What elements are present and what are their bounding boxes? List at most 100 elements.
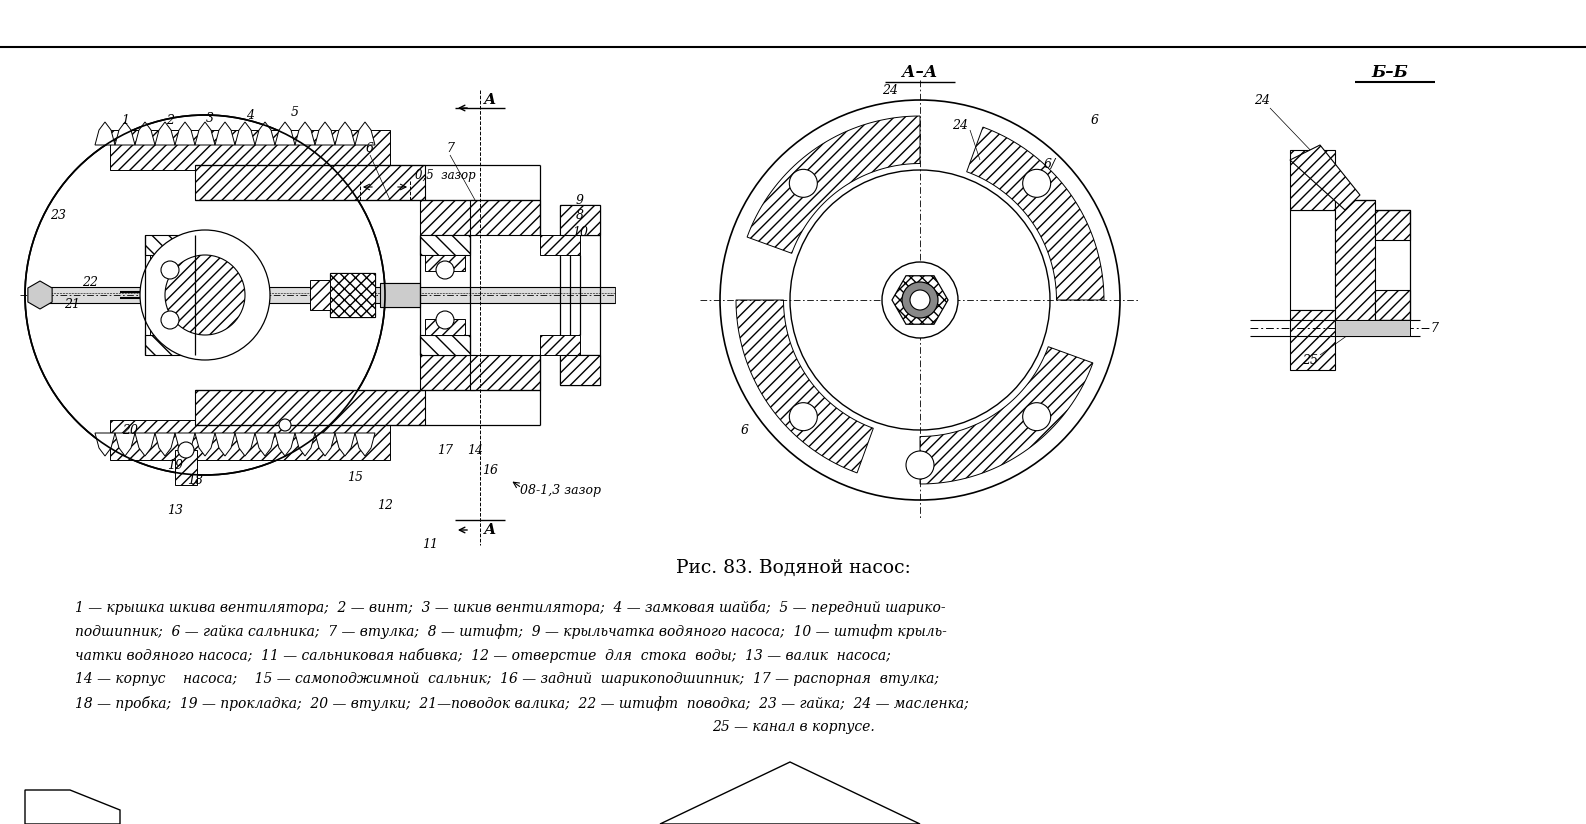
Bar <box>420 235 469 255</box>
Polygon shape <box>235 122 255 145</box>
Text: 24: 24 <box>952 119 967 132</box>
Polygon shape <box>235 433 255 456</box>
Text: 19: 19 <box>167 458 182 471</box>
Bar <box>1335 320 1410 336</box>
Polygon shape <box>274 122 295 145</box>
Text: 18: 18 <box>187 474 203 486</box>
Bar <box>469 200 539 235</box>
Text: 1: 1 <box>121 114 128 127</box>
Polygon shape <box>316 122 335 145</box>
Text: подшипник;  6 — гайка сальника;  7 — втулка;  8 — штифт;  9 — крыльчатка водяног: подшипник; 6 — гайка сальника; 7 — втулк… <box>75 624 947 639</box>
Text: 25 — канал в корпусе.: 25 — канал в корпусе. <box>712 720 874 734</box>
Circle shape <box>720 100 1120 500</box>
Text: 0,5  зазор: 0,5 зазор <box>416 168 476 181</box>
Polygon shape <box>274 433 295 456</box>
Circle shape <box>140 230 270 360</box>
Bar <box>560 205 600 235</box>
Polygon shape <box>295 122 316 145</box>
Text: 14: 14 <box>466 443 484 456</box>
Polygon shape <box>195 433 216 456</box>
Polygon shape <box>316 433 335 456</box>
Text: 13: 13 <box>167 503 182 517</box>
Bar <box>151 319 190 335</box>
Text: 25: 25 <box>1302 353 1318 367</box>
Bar <box>151 255 190 271</box>
Polygon shape <box>335 433 355 456</box>
Polygon shape <box>891 276 948 325</box>
Text: 6: 6 <box>1091 114 1099 127</box>
Text: 5: 5 <box>290 105 300 119</box>
Circle shape <box>790 403 817 431</box>
Circle shape <box>436 311 454 329</box>
Circle shape <box>1023 169 1050 197</box>
Text: 2: 2 <box>167 114 174 127</box>
Circle shape <box>910 290 929 310</box>
Circle shape <box>902 282 937 318</box>
Circle shape <box>790 169 817 197</box>
Text: 21: 21 <box>63 298 79 311</box>
Bar <box>560 355 600 385</box>
Circle shape <box>165 255 244 335</box>
Circle shape <box>436 261 454 279</box>
Polygon shape <box>155 122 174 145</box>
Bar <box>1289 210 1335 310</box>
Text: 17: 17 <box>438 443 454 456</box>
Text: чатки водяного насоса;  11 — сальниковая набивка;  12 — отверстие  для  стока  в: чатки водяного насоса; 11 — сальниковая … <box>75 648 891 663</box>
Polygon shape <box>174 122 195 145</box>
Polygon shape <box>1289 145 1361 210</box>
Text: 4: 4 <box>246 109 254 121</box>
Polygon shape <box>29 281 52 309</box>
Text: 16: 16 <box>482 464 498 476</box>
Text: А: А <box>484 523 496 537</box>
Polygon shape <box>174 433 195 456</box>
Bar <box>144 335 195 355</box>
Polygon shape <box>25 790 121 824</box>
Text: 7: 7 <box>446 142 454 155</box>
Text: А–А: А–А <box>902 63 937 81</box>
Polygon shape <box>135 122 155 145</box>
Circle shape <box>790 170 1050 430</box>
Text: 1 — крышка шкива вентилятора;  2 — винт;  3 — шкив вентилятора;  4 — замковая ша: 1 — крышка шкива вентилятора; 2 — винт; … <box>75 600 945 615</box>
Polygon shape <box>195 122 216 145</box>
Bar <box>539 235 580 255</box>
Bar <box>109 130 390 170</box>
Text: 24: 24 <box>882 83 898 96</box>
Polygon shape <box>355 433 374 456</box>
Text: 22: 22 <box>82 275 98 288</box>
Bar <box>109 420 390 460</box>
Text: 9: 9 <box>576 194 584 207</box>
Text: 10: 10 <box>573 226 588 238</box>
Text: 3: 3 <box>206 111 214 124</box>
Polygon shape <box>255 122 274 145</box>
Polygon shape <box>295 433 316 456</box>
Polygon shape <box>736 300 874 473</box>
Polygon shape <box>95 433 116 456</box>
Bar <box>144 235 195 255</box>
Text: Рис. 83. Водяной насос:: Рис. 83. Водяной насос: <box>676 559 910 577</box>
Polygon shape <box>95 122 116 145</box>
Polygon shape <box>116 122 135 145</box>
Bar <box>539 335 580 355</box>
Polygon shape <box>660 762 920 824</box>
Text: 24: 24 <box>1255 93 1270 106</box>
Polygon shape <box>747 116 920 253</box>
Polygon shape <box>967 127 1104 300</box>
Polygon shape <box>116 433 135 456</box>
Bar <box>1375 210 1410 240</box>
Text: 6: 6 <box>366 142 374 155</box>
Text: 14 — корпус    насоса;    15 — самоподжимной  сальник;  16 — задний  шарикоподши: 14 — корпус насоса; 15 — самоподжимной с… <box>75 672 939 686</box>
Polygon shape <box>216 122 235 145</box>
Bar <box>420 335 469 355</box>
Text: 8: 8 <box>576 208 584 222</box>
Bar <box>30 287 615 303</box>
Bar <box>309 280 330 310</box>
Bar <box>174 450 197 485</box>
Circle shape <box>882 262 958 338</box>
Bar <box>469 355 539 390</box>
Text: 23: 23 <box>51 208 67 222</box>
Bar <box>1289 310 1335 370</box>
Text: 08-1,3 зазор: 08-1,3 зазор <box>520 484 601 497</box>
Text: 11: 11 <box>422 539 438 551</box>
Polygon shape <box>335 122 355 145</box>
Bar <box>195 390 425 425</box>
